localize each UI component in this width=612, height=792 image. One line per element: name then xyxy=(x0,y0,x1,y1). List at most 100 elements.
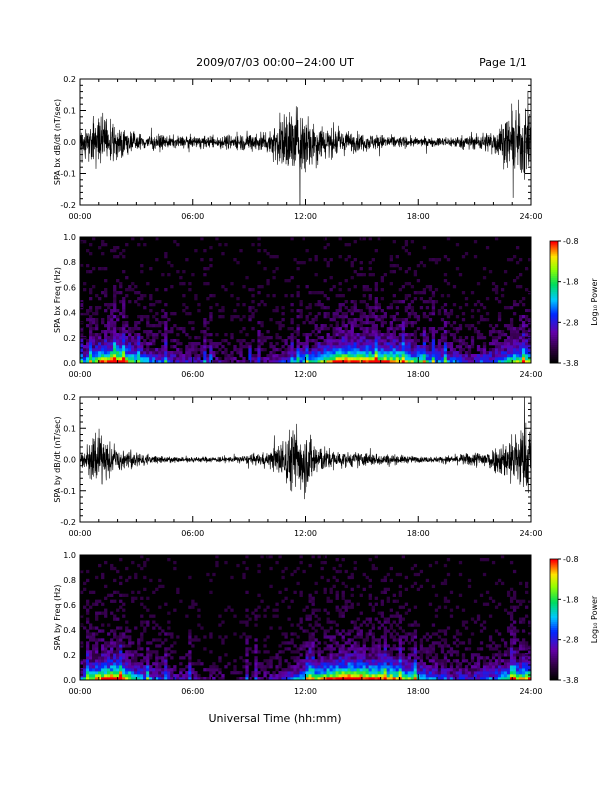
spectrogram-cell xyxy=(476,653,481,657)
spectrogram-cell xyxy=(278,336,282,340)
spectrogram-cell xyxy=(515,638,520,642)
spectrogram-cell xyxy=(179,662,183,666)
spectrogram-cell xyxy=(527,258,532,262)
spectrogram-cell xyxy=(368,596,372,600)
spectrogram-cell xyxy=(149,671,153,675)
spectrogram-cell xyxy=(485,602,490,606)
spectrogram-cell xyxy=(362,659,366,663)
spectrogram-cell xyxy=(338,647,342,651)
spectrogram-cell xyxy=(365,668,369,672)
spectrogram-cell xyxy=(353,348,357,352)
spectrogram-cell xyxy=(101,671,105,675)
spectrogram-cell xyxy=(119,557,123,562)
spectrogram-cell xyxy=(143,629,147,633)
spectrogram-cell xyxy=(296,315,300,319)
spectrogram-cell xyxy=(446,671,451,675)
spectrogram-cell xyxy=(119,330,123,334)
spectrogram-cell xyxy=(110,312,114,316)
spectrogram-cell xyxy=(443,632,448,636)
spectrogram-cell xyxy=(368,647,372,651)
spectrogram-cell xyxy=(167,653,171,657)
spectrogram-cell xyxy=(158,584,162,589)
spectrogram-cell xyxy=(311,351,315,355)
spectrogram-cell xyxy=(386,677,390,681)
spectrogram-cell xyxy=(101,662,105,666)
spectrogram-cell xyxy=(194,351,198,355)
spectrogram-cell xyxy=(245,653,249,657)
spectrogram-cell xyxy=(92,357,96,361)
spectrogram-cell xyxy=(338,632,342,636)
spectrogram-cell xyxy=(368,333,372,337)
spectrogram-cell xyxy=(110,321,114,325)
spectrogram-cell xyxy=(515,668,520,672)
spectrogram-cell xyxy=(338,282,342,286)
spectrogram-cell xyxy=(377,354,381,358)
spectrogram-cell xyxy=(146,650,150,654)
spectrogram-cell xyxy=(371,671,375,675)
spectrogram-cell xyxy=(446,345,451,349)
spectrogram-cell xyxy=(449,665,454,669)
spectrogram-cell xyxy=(383,348,387,352)
spectrogram-cell xyxy=(200,662,204,666)
spectrogram-cell xyxy=(113,321,117,325)
spectrogram-cell xyxy=(335,294,339,298)
spectrogram-cell xyxy=(455,665,460,669)
spectrogram-cell xyxy=(371,327,375,331)
spectrogram-cell xyxy=(344,677,348,681)
spectrogram-cell xyxy=(458,632,463,636)
spectrogram-cell xyxy=(374,318,378,322)
spectrogram-cell xyxy=(416,354,421,358)
colorbar-swatch xyxy=(550,304,558,307)
spectrogram-cell xyxy=(242,345,246,349)
spectrogram-cell xyxy=(119,653,123,657)
spectrogram-cell xyxy=(92,354,96,358)
spectrogram-cell xyxy=(149,650,153,654)
spectrogram-cell xyxy=(104,360,108,364)
spectrogram-cell xyxy=(482,354,487,358)
spectrogram-cell xyxy=(335,641,339,645)
spectrogram-cell xyxy=(293,632,297,636)
spectrogram-cell xyxy=(476,354,481,358)
spectrogram-cell xyxy=(365,357,369,361)
spectrogram-cell xyxy=(521,351,526,355)
by-waveform-panel: 00:00 06:00 12:00 18:00 24:00-0.2-0.10.00.10… xyxy=(53,393,543,538)
spectrogram-cell xyxy=(86,629,90,633)
spectrogram-cell xyxy=(341,339,345,343)
spectrogram-cell xyxy=(461,641,466,645)
spectrogram-cell xyxy=(113,309,117,313)
spectrogram-cell xyxy=(413,330,418,334)
spectrogram-cell xyxy=(119,357,123,361)
spectrogram-cell xyxy=(209,632,213,636)
spectrogram-cell xyxy=(263,249,267,253)
spectrogram-cell xyxy=(449,345,454,349)
spectrogram-cell xyxy=(527,357,532,361)
spectrogram-cell xyxy=(128,662,132,666)
spectrogram-cell xyxy=(176,354,180,358)
colorbar-swatch xyxy=(550,643,558,647)
spectrogram-cell xyxy=(332,668,336,672)
spectrogram-cell xyxy=(398,288,403,292)
spectrogram-cell xyxy=(458,348,463,352)
spectrogram-cell xyxy=(419,641,424,645)
spectrogram-cell xyxy=(236,297,240,301)
colorbar-swatch xyxy=(550,647,558,651)
spectrogram-cell xyxy=(494,330,499,334)
spectrogram-cell xyxy=(149,330,153,334)
spectrogram-cell xyxy=(428,644,433,648)
spectrogram-cell xyxy=(167,330,171,334)
spectrogram-cell xyxy=(308,360,312,364)
spectrogram-cell xyxy=(290,632,294,636)
spectrogram-cell xyxy=(128,345,132,349)
spectrogram-cell xyxy=(338,671,342,675)
spectrogram-cell xyxy=(206,360,210,364)
spectrogram-cell xyxy=(293,348,297,352)
spectrogram-cell xyxy=(410,321,415,325)
spectrogram-cell xyxy=(143,560,147,565)
spectrogram-cell xyxy=(314,357,318,361)
spectrogram-cell xyxy=(458,342,463,346)
spectrogram-cell xyxy=(422,315,427,319)
spectrogram-cell xyxy=(359,267,363,271)
spectrogram-cell xyxy=(428,360,433,364)
spectrogram-cell xyxy=(89,321,93,325)
spectrogram-cell xyxy=(314,677,318,681)
